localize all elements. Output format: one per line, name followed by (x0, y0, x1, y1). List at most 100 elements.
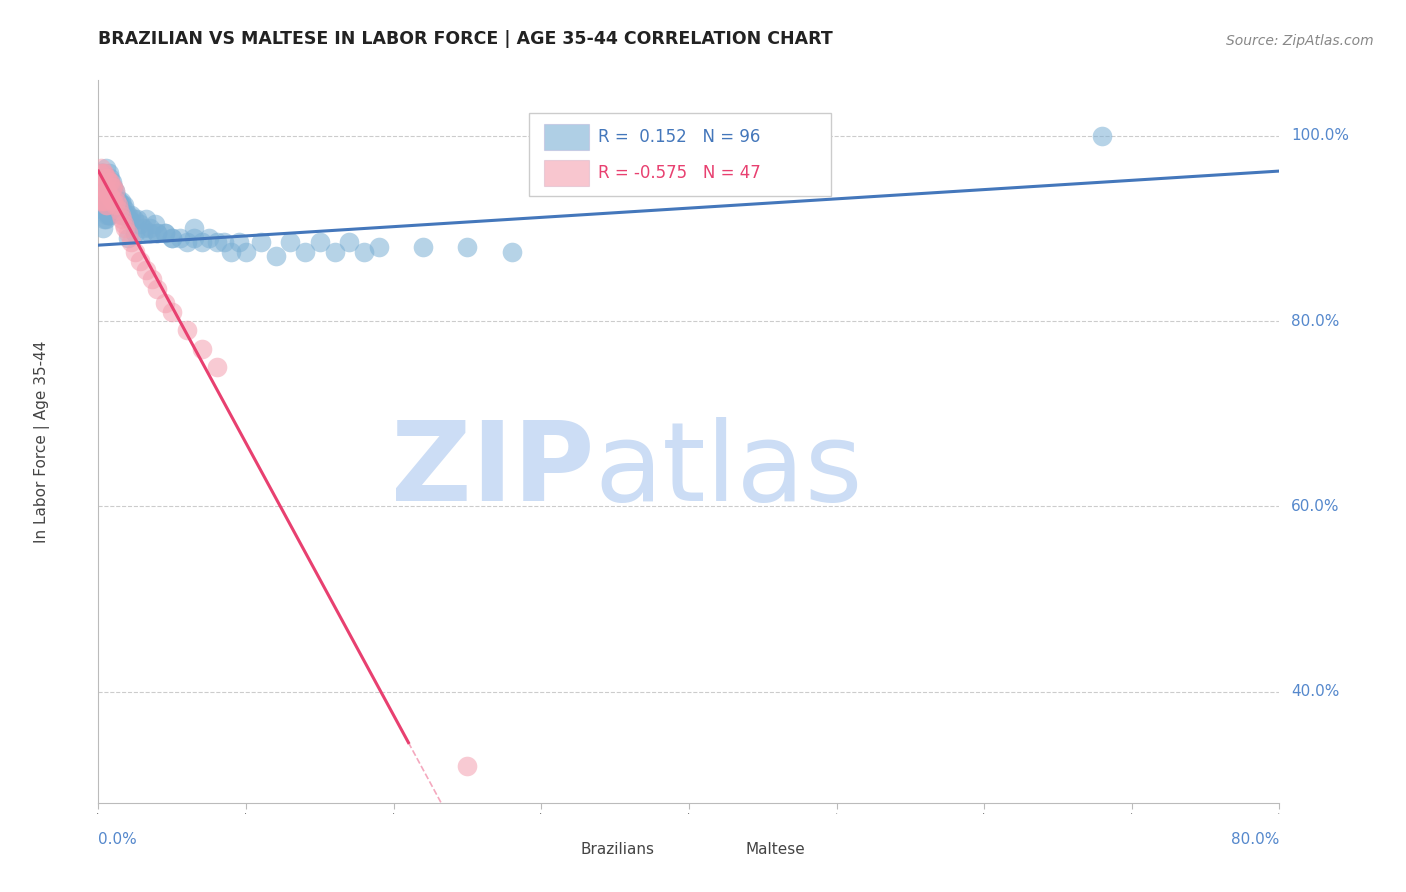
Point (97, 166, 120, 180)
Point (90, 166, 112, 180)
Point (235, 244, 257, 259)
Point (191, 235, 214, 250)
Point (91, 166, 114, 180)
Point (135, 212, 157, 227)
Text: R = -0.575   N = 47: R = -0.575 N = 47 (598, 164, 761, 182)
Text: ZIP: ZIP (391, 417, 595, 524)
Bar (713, 841, 738, 857)
Point (162, 305, 183, 319)
Point (176, 323, 198, 337)
Text: 100.0%: 100.0% (1291, 128, 1350, 144)
Point (90, 179, 112, 194)
Point (89, 189, 111, 203)
Point (132, 226, 155, 240)
Point (98, 208, 121, 222)
Point (94, 202, 117, 217)
Point (98, 194, 121, 208)
Point (96, 185, 118, 199)
Point (103, 198, 125, 212)
Point (141, 272, 163, 286)
Point (103, 189, 125, 203)
Text: BRAZILIAN VS MALTESE IN LABOR FORCE | AGE 35-44 CORRELATION CHART: BRAZILIAN VS MALTESE IN LABOR FORCE | AG… (98, 29, 834, 48)
Point (111, 208, 134, 222)
Text: 80.0%: 80.0% (1291, 314, 1340, 328)
Point (457, 240, 479, 254)
Point (139, 221, 162, 235)
Point (104, 198, 127, 212)
Point (228, 235, 250, 250)
Bar (544, 124, 589, 150)
Point (221, 244, 243, 259)
Point (108, 202, 131, 217)
Point (153, 226, 176, 240)
Point (94, 161, 117, 176)
Text: 0.0%: 0.0% (98, 832, 138, 847)
Point (153, 226, 176, 240)
Point (110, 202, 132, 217)
Text: In Labor Force | Age 35-44: In Labor Force | Age 35-44 (34, 341, 49, 542)
Point (368, 240, 391, 254)
Point (104, 202, 127, 217)
Point (135, 263, 157, 277)
Point (94, 185, 117, 199)
Point (110, 208, 132, 222)
Point (114, 221, 136, 235)
Point (118, 212, 141, 227)
Point (100, 194, 122, 208)
Point (96, 198, 118, 212)
Point (205, 235, 228, 250)
Point (94, 212, 117, 227)
Point (120, 208, 142, 222)
Point (162, 231, 183, 245)
Point (125, 212, 148, 227)
Point (103, 179, 125, 194)
Point (353, 244, 375, 259)
Point (176, 235, 198, 250)
Point (1091, 128, 1114, 143)
Point (105, 189, 128, 203)
Point (93, 194, 115, 208)
Point (91, 166, 114, 180)
Point (91, 185, 114, 199)
Point (457, 758, 479, 772)
Point (103, 179, 125, 194)
Point (90, 175, 112, 189)
Point (91, 194, 114, 208)
Point (143, 217, 166, 231)
Point (91, 202, 114, 217)
Point (183, 221, 205, 235)
Point (132, 221, 155, 235)
Point (169, 231, 191, 245)
Point (107, 194, 129, 208)
Point (100, 175, 122, 189)
Point (97, 175, 120, 189)
Point (323, 244, 346, 259)
Bar (547, 841, 574, 857)
Point (98, 175, 121, 189)
Point (114, 202, 136, 217)
Point (97, 208, 120, 222)
Point (205, 360, 228, 375)
Point (93, 179, 115, 194)
Point (108, 194, 131, 208)
Point (339, 235, 361, 250)
Point (104, 185, 127, 199)
Point (96, 170, 118, 185)
Point (264, 249, 287, 263)
Point (212, 235, 235, 250)
Point (103, 194, 125, 208)
Point (105, 194, 128, 208)
Point (122, 212, 145, 227)
Point (110, 194, 132, 208)
Point (111, 198, 134, 212)
Point (90, 194, 112, 208)
Point (96, 185, 118, 199)
Point (146, 226, 169, 240)
Point (128, 217, 150, 231)
Point (94, 194, 117, 208)
Point (98, 170, 121, 185)
Point (117, 231, 139, 245)
Point (162, 231, 183, 245)
Point (93, 185, 115, 199)
Point (112, 217, 135, 231)
